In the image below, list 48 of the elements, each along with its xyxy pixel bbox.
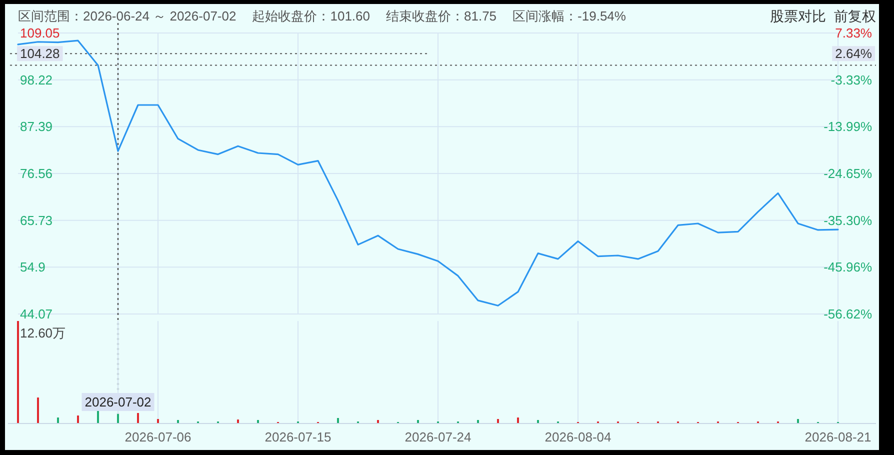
- text: 区间范围：2026-06-24 ～ 2026-07-02: [18, 8, 236, 24]
- bar: [117, 414, 119, 423]
- bar: [797, 418, 799, 423]
- bar: [337, 418, 339, 423]
- bar: [377, 420, 379, 423]
- y2-tick-label: -24.65%: [824, 166, 872, 182]
- y-tick-label: 98.22: [20, 72, 53, 88]
- bar: [77, 416, 79, 423]
- text: 结束收盘价：81.75: [386, 8, 497, 24]
- bar: [237, 420, 239, 423]
- bar: [17, 321, 19, 423]
- annotation: 12.60万: [20, 326, 66, 340]
- annotation: 2.64%: [835, 46, 872, 62]
- y-tick-label: 87.39: [20, 119, 53, 134]
- y2-tick-label: -13.99%: [824, 119, 872, 134]
- bar: [57, 417, 59, 423]
- bar: [177, 420, 179, 423]
- y-tick-label: 44.07: [20, 306, 53, 322]
- bar: [417, 420, 419, 423]
- x-tick-label: 2026-07-06: [124, 430, 192, 444]
- bar: [37, 398, 39, 423]
- bar: [517, 417, 519, 423]
- x-tick-label: 2026-07-15: [264, 430, 332, 444]
- bar: [497, 418, 499, 423]
- bar: [257, 420, 259, 423]
- text: 区间涨幅：-19.54%: [512, 8, 626, 24]
- y-tick-label: 109.05: [20, 26, 60, 40]
- text: 起始收盘价：101.60: [252, 8, 370, 24]
- bar: [97, 410, 99, 423]
- x-tick-label: 2026-08-04: [544, 430, 612, 444]
- y-tick-label: 76.56: [20, 166, 53, 181]
- bar: [137, 412, 139, 423]
- y2-tick-label: -3.33%: [830, 72, 872, 88]
- bar: [537, 420, 539, 423]
- text: 前复权: [834, 8, 876, 24]
- ref-line-label: 104.28: [20, 46, 60, 62]
- y-tick-label: 65.73: [20, 212, 53, 228]
- y2-tick-label: 7.33%: [835, 26, 872, 40]
- text: 股票对比: [770, 8, 826, 24]
- x-tick-label: 2026-07-02: [84, 394, 152, 410]
- bar: [157, 418, 159, 423]
- y2-tick-label: -45.96%: [824, 260, 872, 275]
- x-tick-label: 2026-07-24: [404, 430, 472, 444]
- x-tick-label: 2026-08-21: [804, 430, 872, 444]
- y-tick-label: 54.9: [20, 260, 46, 275]
- bar: [477, 420, 479, 423]
- y2-tick-label: -56.62%: [824, 306, 872, 322]
- y2-tick-label: -35.30%: [824, 212, 872, 228]
